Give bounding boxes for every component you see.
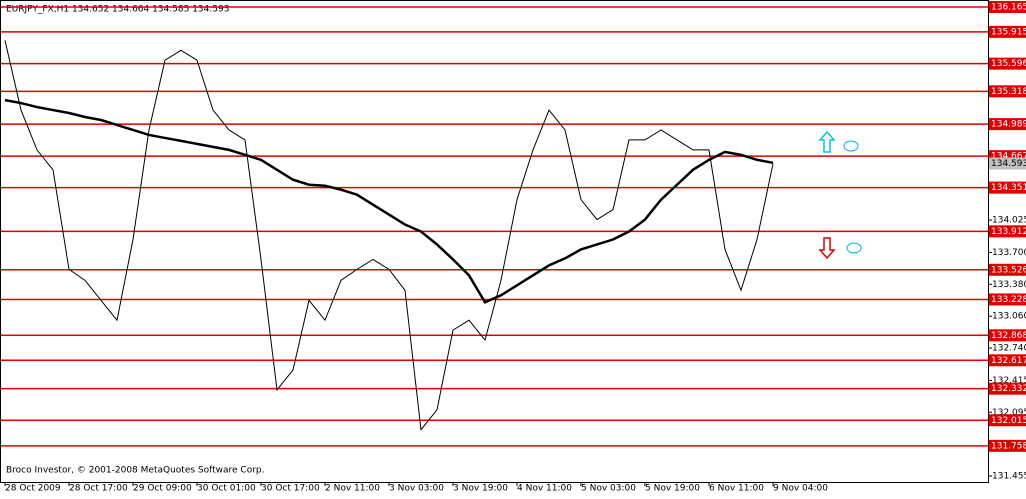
x-tick-label: 30 Oct 17:00 [261,484,320,494]
y-tick-label: 133.060 [992,312,1026,322]
x-tick-label: 5 Nov 19:00 [645,484,700,494]
level-label-bg [989,118,1026,131]
level-label-bg [989,181,1026,194]
current-price-bg [989,157,1026,170]
level-label: 134.667 [991,152,1026,162]
level-label: 132.015 [991,416,1026,426]
plot-frame [0,0,989,483]
level-label: 134.351 [991,183,1026,193]
y-tick-label: 131.455 [992,472,1026,482]
price-line [4,40,774,431]
level-label-bg [989,329,1026,342]
x-tick-label: 9 Nov 04:00 [773,484,828,494]
y-tick-label: 132.095 [992,408,1026,418]
x-tick-label: 3 Nov 19:00 [453,484,508,494]
level-label-bg [989,439,1026,452]
x-tick-label: 4 Nov 11:00 [517,484,572,494]
y-tick-label: 133.380 [992,280,1026,290]
x-tick-label: 6 Nov 11:00 [709,484,764,494]
level-label: 132.617 [991,356,1026,366]
level-label-bg [989,354,1026,367]
level-label: 133.228 [991,295,1026,305]
x-tick-label: 3 Nov 03:00 [389,484,444,494]
y-tick-label: 132.740 [992,344,1026,354]
price-line [4,98,774,304]
level-label-bg [989,263,1026,276]
x-tick-label: 28 Oct 17:00 [69,484,128,494]
x-tick-label: 28 Oct 2009 [5,484,61,494]
chart-title: EURJPY_FX,H1 134.652 134.664 134.585 134… [6,5,229,15]
level-label: 133.912 [991,227,1026,237]
current-price-label: 134.593 [991,159,1026,169]
x-tick-label: 5 Nov 03:00 [581,484,636,494]
level-label-bg [989,85,1026,98]
y-tick-label: 134.025 [992,216,1026,226]
level-label-bg [989,225,1026,238]
level-label-bg [989,382,1026,395]
level-label: 135.915 [991,27,1026,37]
level-label: 132.332 [991,384,1026,394]
level-label: 136.165 [991,2,1026,12]
x-tick-label: 2 Nov 11:00 [325,484,380,494]
y-tick-label: 132.415 [992,376,1026,386]
x-tick-label: 29 Oct 09:00 [133,484,192,494]
buy-signal [818,130,859,153]
level-label-bg [989,0,1026,13]
level-label: 135.596 [991,59,1026,69]
level-label: 132.868 [991,331,1026,341]
level-label: 131.758 [991,441,1026,451]
level-label: 134.989 [991,120,1026,130]
level-label-bg [989,414,1026,427]
level-label-bg [989,25,1026,38]
x-tick-label: 30 Oct 01:00 [197,484,256,494]
y-tick-label: 133.700 [992,248,1026,258]
footer: Broco Investor, © 2001-2008 MetaQuotes S… [6,466,265,476]
level-label-bg [989,57,1026,70]
level-label-bg [989,293,1026,306]
sell-signal [818,237,862,260]
level-label: 133.526 [991,265,1026,275]
level-label: 135.318 [991,87,1026,97]
